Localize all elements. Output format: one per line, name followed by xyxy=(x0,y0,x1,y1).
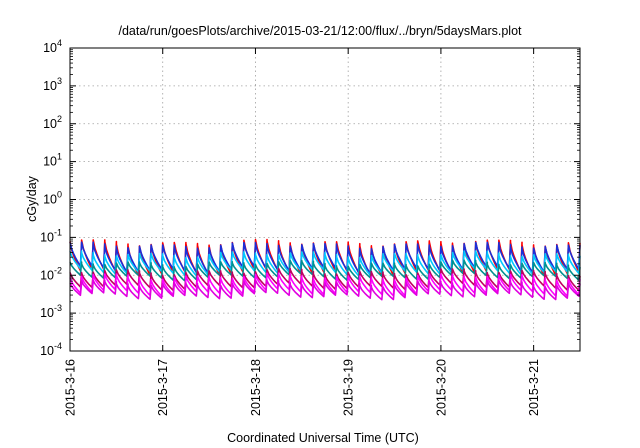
x-tick-label: 2015-3-21 xyxy=(527,359,541,416)
y-tick-base: 10 xyxy=(43,155,57,169)
y-tick-exponent: 0 xyxy=(57,190,62,200)
x-ticks: 2015-3-16 2015-3-17 2015-3-18 2015-3-19 2015… xyxy=(64,48,541,416)
chart-title: /data/run/goesPlots/archive/2015-03-21/1… xyxy=(118,24,522,38)
series-line xyxy=(69,238,581,277)
x-tick-label: 2015-3-19 xyxy=(342,359,356,416)
x-tick-label: 2015-3-20 xyxy=(434,359,448,416)
y-tick-base: 10 xyxy=(43,193,57,207)
y-tick-label: 104 xyxy=(43,38,62,55)
y-tick-base: 10 xyxy=(40,268,54,282)
y-tick-label: 103 xyxy=(43,76,62,93)
y-tick-label: 10-2 xyxy=(40,265,62,282)
y-tick-base: 10 xyxy=(43,41,57,55)
y-tick-label: 10-1 xyxy=(40,227,62,244)
y-tick-exponent: -2 xyxy=(54,265,62,275)
y-tick-exponent: 2 xyxy=(57,114,62,124)
y-tick-exponent: -1 xyxy=(54,227,62,237)
y-tick-base: 10 xyxy=(43,79,57,93)
y-tick-exponent: 1 xyxy=(57,152,62,162)
y-tick-label: 101 xyxy=(43,152,62,169)
y-axis-label: cGy/day xyxy=(25,175,39,222)
y-tick-base: 10 xyxy=(43,117,57,131)
y-tick-label: 10-4 xyxy=(40,341,62,358)
series-group xyxy=(69,238,581,301)
y-tick-base: 10 xyxy=(40,344,54,358)
y-tick-exponent: 3 xyxy=(57,76,62,86)
series-line xyxy=(69,241,581,275)
y-tick-exponent: 4 xyxy=(57,38,62,48)
series-line xyxy=(69,259,581,282)
grid xyxy=(70,48,580,351)
y-tick-label: 10-3 xyxy=(40,303,62,320)
series-line xyxy=(69,250,581,277)
series-line xyxy=(69,267,581,292)
series-line xyxy=(69,279,581,301)
x-tick-label: 2015-3-18 xyxy=(249,359,263,416)
series-line xyxy=(69,272,581,297)
x-tick-label: 2015-3-16 xyxy=(64,359,78,416)
x-tick-label: 2015-3-17 xyxy=(156,359,170,416)
y-tick-label: 102 xyxy=(43,114,62,131)
y-tick-base: 10 xyxy=(40,230,54,244)
y-tick-label: 100 xyxy=(43,190,62,207)
y-tick-base: 10 xyxy=(40,306,54,320)
x-axis-label: Coordinated Universal Time (UTC) xyxy=(227,431,419,445)
y-tick-exponent: -3 xyxy=(54,303,62,313)
y-tick-exponent: -4 xyxy=(54,341,62,351)
